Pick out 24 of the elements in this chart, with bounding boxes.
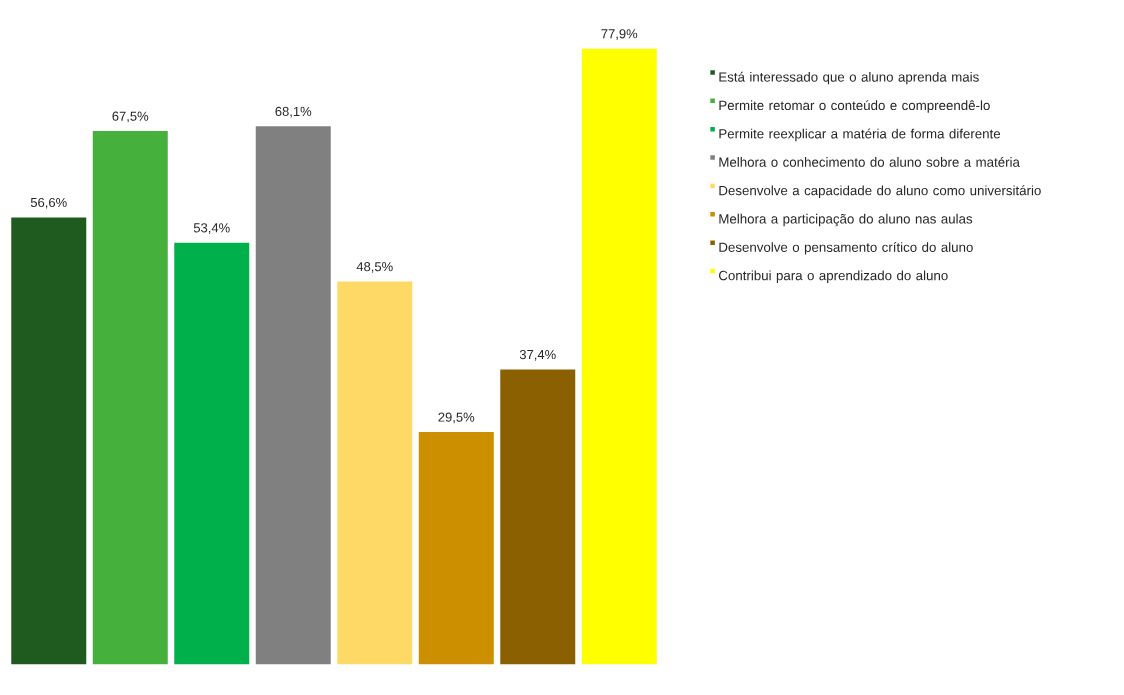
legend-label: Permite reexplicar a matéria de forma diferente bbox=[719, 128, 1001, 142]
legend-label: Está interessado que o aluno aprenda mais bbox=[719, 71, 979, 85]
legend-label: Desenvolve o pensamento crítico do aluno bbox=[719, 242, 973, 255]
data-label: 56,6% bbox=[30, 197, 67, 209]
legend-label: Melhora a participação do aluno nas aulas bbox=[719, 213, 973, 227]
bar bbox=[580, 47, 659, 666]
data-label: 67,5% bbox=[112, 111, 149, 123]
bar bbox=[91, 129, 170, 666]
data-label: 48,5% bbox=[356, 262, 393, 273]
bar bbox=[335, 280, 414, 666]
legend-label: Melhora o conhecimento do aluno sobre a matéria bbox=[719, 156, 1020, 167]
legend-label: Desenvolve a capacidade do aluno como universitário bbox=[719, 185, 1041, 198]
data-label: 68,1% bbox=[275, 106, 312, 118]
data-label: 53,4% bbox=[193, 223, 230, 234]
bar bbox=[9, 215, 88, 666]
bar bbox=[172, 241, 251, 666]
legend-label: Contribui para o aprendizado do aluno bbox=[719, 270, 948, 283]
legend-label: Permite retomar o conteúdo e compreendê-lo bbox=[719, 100, 990, 113]
data-label: 37,4% bbox=[519, 349, 556, 361]
data-label: 77,9% bbox=[601, 29, 638, 40]
bar bbox=[254, 124, 333, 666]
data-label: 29,5% bbox=[438, 412, 475, 424]
bar bbox=[498, 368, 577, 666]
bar bbox=[417, 430, 496, 666]
